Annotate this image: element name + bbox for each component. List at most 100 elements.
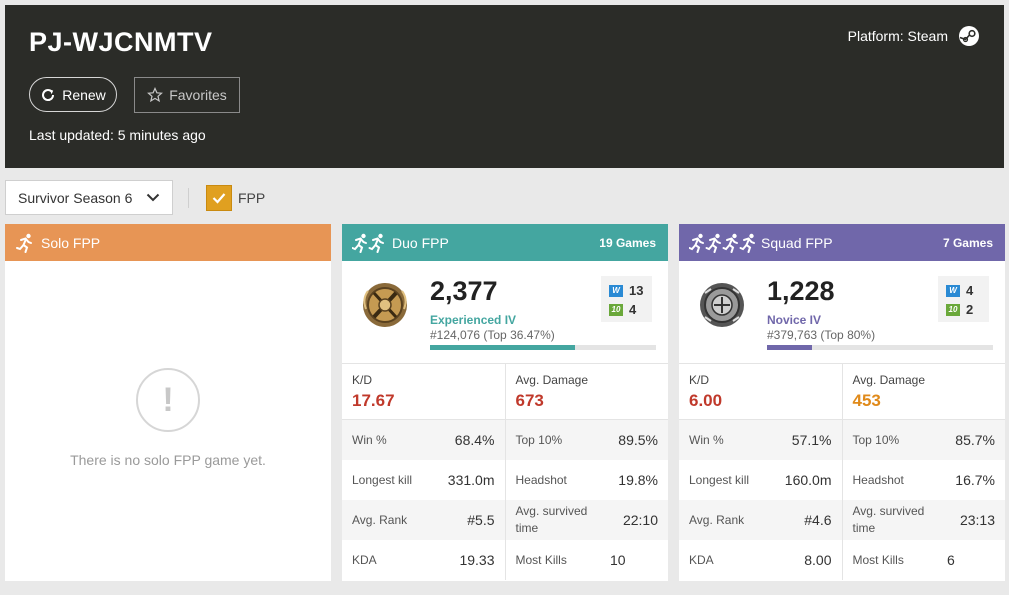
fpp-label: FPP — [238, 190, 266, 206]
star-icon — [147, 87, 164, 103]
squad-rank: #379,763 (Top 80%) — [767, 328, 876, 342]
stat-cell: Win % 68.4% — [342, 420, 505, 460]
squad-rank-progress — [767, 345, 993, 350]
squad-damage-value: 453 — [852, 391, 881, 410]
stat-cell: Longest kill 331.0m — [342, 460, 505, 500]
stat-label: Avg. survived time — [852, 504, 925, 535]
platform-label: Platform: Steam — [847, 28, 948, 44]
squad-card-title: Squad FPP — [689, 233, 833, 253]
squad-fpp-card: Squad FPP 7 Games 1,228 Novice IV #379,7… — [679, 224, 1005, 581]
duo-tier: Experienced IV — [430, 313, 517, 327]
stat-cell: Avg. Rank #5.5 — [342, 500, 505, 540]
duo-wins: 13 — [629, 283, 644, 298]
last-updated: Last updated: 5 minutes ago — [29, 127, 206, 143]
favorites-label: Favorites — [169, 87, 227, 103]
stat-value: 68.4% — [454, 432, 495, 448]
renew-button[interactable]: Renew — [29, 77, 117, 112]
duo-card-title: Duo FPP — [352, 233, 449, 253]
wins-icon: W — [946, 284, 960, 297]
favorites-button[interactable]: Favorites — [134, 77, 240, 113]
refresh-icon — [42, 88, 55, 101]
squad-kd-label: K/D — [689, 373, 710, 387]
stat-cell: Most Kills 6 — [841, 540, 1006, 580]
stat-row: Longest kill 331.0m Headshot 19.8% — [342, 460, 668, 500]
squad-kd-cell: K/D 6.00 — [679, 364, 842, 419]
duo-damage-label: Avg. Damage — [515, 373, 589, 387]
novice-tier-badge — [700, 283, 744, 327]
stat-row: KDA 19.33 Most Kills 10 — [342, 540, 668, 580]
stat-value: 19.8% — [618, 472, 658, 488]
duo-top10: 4 — [629, 302, 637, 317]
checkmark-icon — [212, 193, 226, 204]
stat-row: Avg. Rank #4.6 Avg. survived time 23:13 — [679, 500, 1005, 540]
solo-empty-text: There is no solo FPP game yet. — [70, 452, 266, 468]
solo-card-title: Solo FPP — [15, 233, 100, 253]
duo-rank-progress-fill — [430, 345, 575, 350]
stat-value: 19.33 — [459, 552, 495, 568]
player-name: PJ-WJCNMTV — [29, 27, 213, 57]
stat-row: Avg. Rank #5.5 Avg. survived time 22:10 — [342, 500, 668, 540]
stat-value: 89.5% — [618, 432, 658, 448]
duo-top10-row: 10 4 — [609, 300, 652, 319]
stat-cell: Most Kills 10 — [504, 540, 669, 580]
stat-row: Longest kill 160.0m Headshot 16.7% — [679, 460, 1005, 500]
season-select[interactable]: Survivor Season 6 — [5, 180, 173, 215]
solo-fpp-card: Solo FPP ! There is no solo FPP game yet… — [5, 224, 331, 581]
squad-wins: 4 — [966, 283, 974, 298]
stat-label: Avg. Rank — [689, 512, 745, 527]
duo-card-title-text: Duo FPP — [392, 234, 449, 251]
duo-games-count: 19 Games — [599, 235, 656, 250]
wins-icon: W — [609, 284, 623, 297]
duo-rank: #124,076 (Top 36.47%) — [430, 328, 555, 342]
squad-card-header: Squad FPP 7 Games — [679, 224, 1005, 261]
stat-label: Headshot — [515, 472, 567, 487]
stat-label: Most Kills — [515, 552, 567, 567]
stat-cell: Longest kill 160.0m — [679, 460, 842, 500]
squad-top10-row: 10 2 — [946, 300, 989, 319]
squad-damage-label: Avg. Damage — [852, 373, 926, 387]
duo-kd-cell: K/D 17.67 — [342, 364, 505, 419]
squad-summary: 1,228 Novice IV #379,763 (Top 80%) W 4 1… — [679, 261, 1005, 364]
squad-rating: 1,228 — [767, 276, 835, 306]
squad-games-count: 7 Games — [942, 235, 993, 250]
solo-empty-state: ! There is no solo FPP game yet. — [5, 261, 331, 581]
squad-kd-row: K/D 6.00 Avg. Damage 453 — [679, 364, 1005, 420]
experienced-tier-badge — [363, 283, 407, 327]
duo-card-header: Duo FPP 19 Games — [342, 224, 668, 261]
stat-label: Top 10% — [515, 432, 563, 447]
stat-label: Headshot — [852, 472, 904, 487]
squad-rank-progress-fill — [767, 345, 813, 350]
stat-label: Win % — [689, 432, 724, 447]
stat-value: 85.7% — [955, 432, 995, 448]
player-header: PJ-WJCNMTV Platform: Steam Renew Favorit… — [5, 5, 1004, 168]
squad-kd-value: 6.00 — [689, 391, 723, 410]
top10-icon: 10 — [609, 303, 623, 316]
duo-damage-value: 673 — [515, 391, 544, 410]
stat-label: Win % — [352, 432, 387, 447]
solo-card-header: Solo FPP — [5, 224, 331, 261]
stat-row: Win % 57.1% Top 10% 85.7% — [679, 420, 1005, 460]
squad-wins-box: W 4 10 2 — [938, 276, 989, 322]
season-select-value: Survivor Season 6 — [18, 189, 133, 206]
stat-cell: Avg. Rank #4.6 — [679, 500, 842, 540]
filter-divider — [188, 188, 189, 208]
stat-cell: Avg. survived time 22:10 — [504, 500, 669, 540]
stat-value: 8.00 — [804, 552, 832, 568]
duo-wins-box: W 13 10 4 — [601, 276, 652, 322]
stat-cell: Avg. survived time 23:13 — [841, 500, 1006, 540]
stat-label: Top 10% — [852, 432, 900, 447]
stat-label: Avg. survived time — [515, 504, 588, 535]
squad-tier: Novice IV — [767, 313, 822, 327]
solo-card-title-text: Solo FPP — [41, 234, 101, 251]
stat-label: Avg. Rank — [352, 512, 408, 527]
stat-value: #5.5 — [467, 512, 495, 528]
stat-value: 16.7% — [955, 472, 995, 488]
duo-damage-cell: Avg. Damage 673 — [504, 364, 669, 419]
stat-cell: KDA 8.00 — [679, 540, 842, 580]
duo-summary: 2,377 Experienced IV #124,076 (Top 36.47… — [342, 261, 668, 364]
stat-cell: Top 10% 85.7% — [841, 420, 1006, 460]
duo-rating: 2,377 — [430, 276, 498, 306]
stat-row: KDA 8.00 Most Kills 6 — [679, 540, 1005, 580]
stat-value: 10 — [610, 552, 626, 568]
fpp-checkbox[interactable] — [206, 185, 232, 211]
